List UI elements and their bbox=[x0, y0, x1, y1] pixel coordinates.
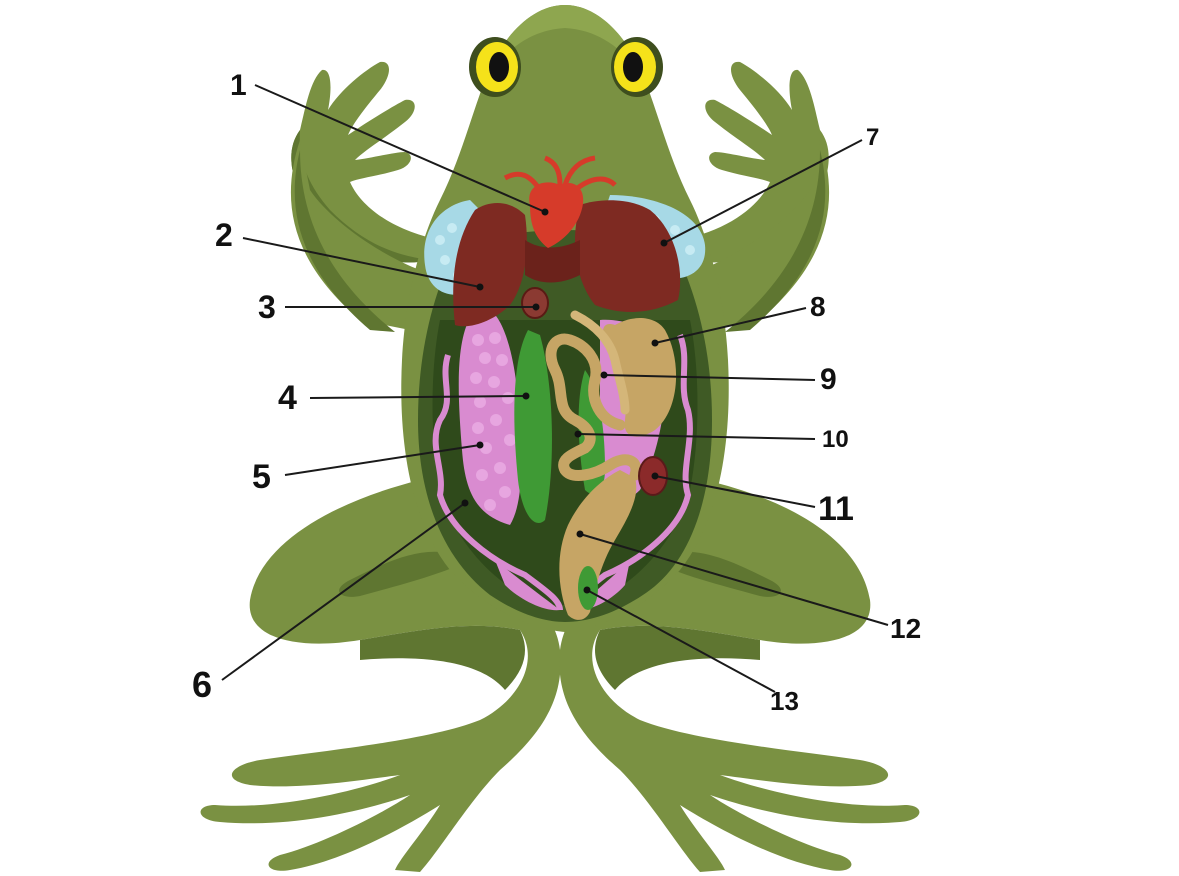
leader-10 bbox=[577, 433, 816, 440]
labels: 1 2 3 4 5 6 7 8 9 10 11 12 13 bbox=[192, 69, 921, 716]
leader-13 bbox=[586, 589, 776, 693]
gallbladder bbox=[521, 287, 549, 319]
label-13: 13 bbox=[770, 686, 799, 716]
label-5: 5 bbox=[252, 458, 271, 496]
green-organ-left bbox=[514, 330, 552, 524]
leader-12 bbox=[579, 533, 889, 626]
heart bbox=[503, 155, 617, 248]
label-4: 4 bbox=[278, 379, 297, 417]
small-intestine-loop bbox=[570, 310, 630, 415]
leader-5 bbox=[284, 444, 481, 476]
left-eye bbox=[469, 37, 521, 97]
leader-9 bbox=[603, 374, 816, 381]
label-2: 2 bbox=[215, 217, 233, 253]
liver bbox=[453, 200, 681, 327]
leader-dots bbox=[461, 208, 668, 594]
leader-11 bbox=[654, 475, 816, 508]
right-front-leg bbox=[680, 61, 830, 332]
right-eye bbox=[611, 37, 663, 97]
label-11: 11 bbox=[818, 490, 854, 528]
fat-body-left bbox=[458, 310, 522, 525]
left-front-leg bbox=[290, 61, 440, 332]
leader-8 bbox=[654, 307, 807, 344]
label-7: 7 bbox=[866, 124, 879, 151]
label-10: 10 bbox=[822, 426, 849, 453]
label-12: 12 bbox=[890, 613, 921, 644]
label-6: 6 bbox=[192, 664, 212, 705]
leader-1 bbox=[254, 84, 546, 213]
leader-lines bbox=[221, 84, 889, 693]
leader-2 bbox=[242, 237, 481, 288]
leader-7 bbox=[663, 139, 863, 244]
label-9: 9 bbox=[820, 363, 837, 396]
label-1: 1 bbox=[230, 69, 247, 102]
leader-4 bbox=[309, 395, 527, 399]
label-8: 8 bbox=[810, 291, 826, 322]
stomach bbox=[603, 318, 677, 437]
leader-6 bbox=[221, 502, 466, 681]
intestine bbox=[545, 333, 642, 481]
label-3: 3 bbox=[258, 289, 276, 325]
